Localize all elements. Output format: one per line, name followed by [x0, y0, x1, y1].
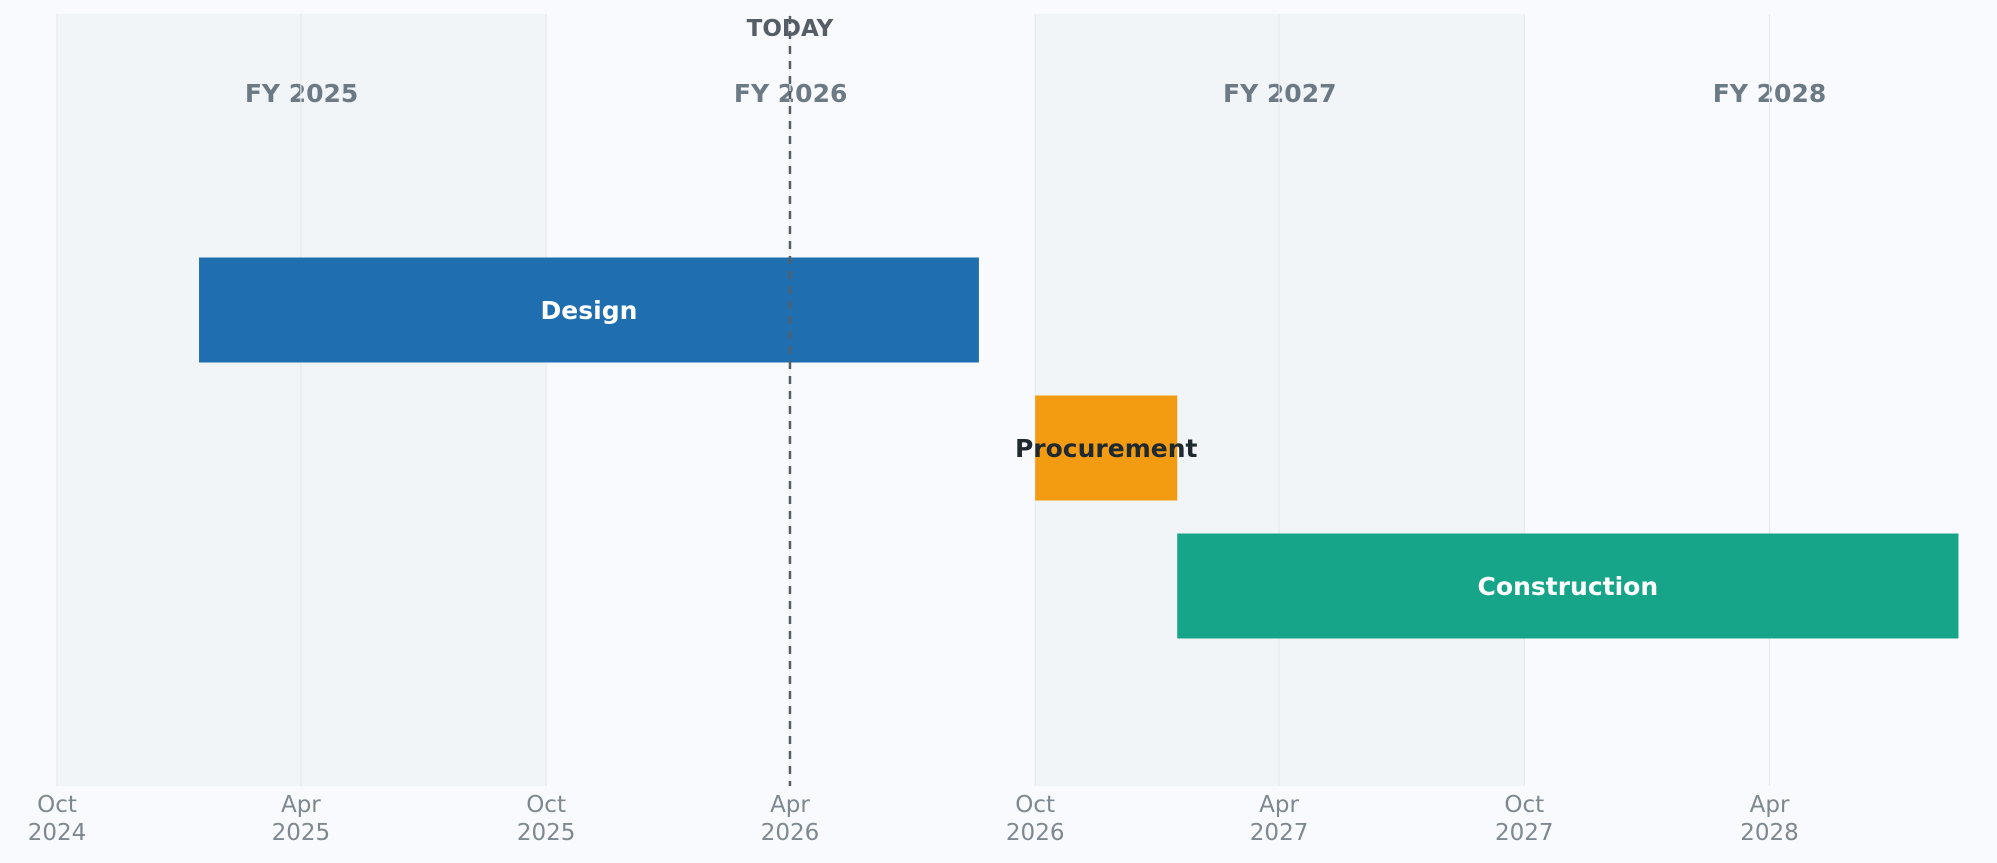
x-tick-month: Oct — [526, 792, 566, 818]
today-label: TODAY — [747, 16, 834, 42]
x-tick-month: Apr — [1750, 792, 1790, 818]
x-tick-year: 2024 — [28, 820, 87, 846]
task-bar-construction — [1177, 533, 1959, 639]
task-bar-design — [199, 257, 979, 363]
x-tick-month: Apr — [281, 792, 321, 818]
x-tick-month: Oct — [1504, 792, 1544, 818]
fy-label: FY 2025 — [245, 79, 358, 108]
x-tick-year: 2027 — [1495, 820, 1554, 846]
x-tick-year: 2025 — [272, 820, 331, 846]
x-tick-year: 2026 — [761, 820, 820, 846]
task-label: Design — [541, 296, 638, 325]
x-tick-month: Oct — [1015, 792, 1055, 818]
fy-label: FY 2027 — [1223, 79, 1336, 108]
x-tick-year: 2025 — [517, 820, 576, 846]
x-tick-month: Oct — [37, 792, 77, 818]
task-label: Construction — [1478, 572, 1659, 601]
x-tick-month: Apr — [770, 792, 810, 818]
x-tick-year: 2026 — [1006, 820, 1065, 846]
x-tick-year: 2027 — [1250, 820, 1309, 846]
x-tick-year: 2028 — [1740, 820, 1799, 846]
task-bar-procurement — [1035, 395, 1178, 501]
x-tick-month: Apr — [1259, 792, 1299, 818]
task-label: Procurement — [1015, 434, 1198, 463]
fy-band-0 — [57, 14, 547, 786]
